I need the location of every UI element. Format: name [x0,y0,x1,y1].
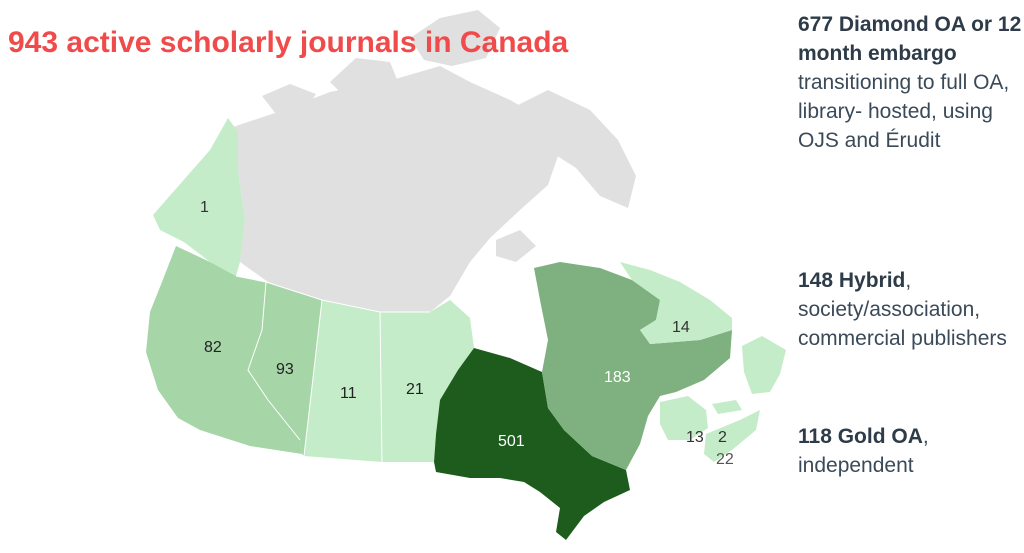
count-prince-edward-island: 2 [718,429,727,446]
note-diamond-oa: 677 Diamond OA or 12 month embargo trans… [798,10,1022,155]
note-hybrid: 148 Hybrid, society/association, commerc… [798,266,1022,353]
region-newfoundland-labrador [620,262,732,344]
northwest-territories-nunavut [230,66,560,312]
region-british-columbia [146,246,302,454]
count-alberta: 93 [276,361,294,378]
southampton-island [496,230,536,262]
region-new-brunswick [660,396,708,440]
border-lines [235,275,430,463]
count-yukon: 1 [200,199,209,216]
arctic-island-2 [330,58,398,96]
region-nova-scotia [704,410,760,462]
note-diamond-oa-bold: 677 Diamond OA or 12 month embargo [798,13,1022,65]
count-nova-scotia: 22 [716,451,734,468]
region-ontario [434,348,630,540]
count-new-brunswick: 13 [686,429,704,446]
canada-map: 1 82 93 11 21 501 183 14 13 2 22 [146,10,786,540]
region-alberta [248,282,322,456]
region-manitoba [380,300,474,462]
newfoundland-island [742,336,786,394]
count-quebec: 183 [604,369,631,386]
note-gold-oa-bold: 118 Gold OA [798,425,923,448]
arctic-island-3 [262,84,316,114]
note-hybrid-bold: 148 Hybrid [798,269,906,292]
region-labels: 1 82 93 11 21 501 183 14 13 2 22 [200,199,734,468]
arctic-island-1 [410,10,500,66]
note-hybrid-text: , society/association, commercial publis… [798,269,1007,350]
region-yukon [153,118,245,276]
note-diamond-oa-text: transitioning to full OA, library- hoste… [798,71,1010,152]
arctic-territories [230,10,636,312]
count-manitoba: 21 [406,381,424,398]
count-newfoundland-labrador: 14 [672,319,690,336]
count-ontario: 501 [498,433,525,450]
region-prince-edward-island [712,400,742,414]
region-saskatchewan [304,300,382,462]
region-quebec [534,262,732,470]
note-gold-oa-text: , independent [798,425,929,477]
baffin-island [512,90,636,208]
count-saskatchewan: 11 [340,385,357,402]
count-british-columbia: 82 [204,339,222,356]
page-title: 943 active scholarly journals in Canada [8,26,569,59]
note-gold-oa: 118 Gold OA, independent [798,422,1022,480]
